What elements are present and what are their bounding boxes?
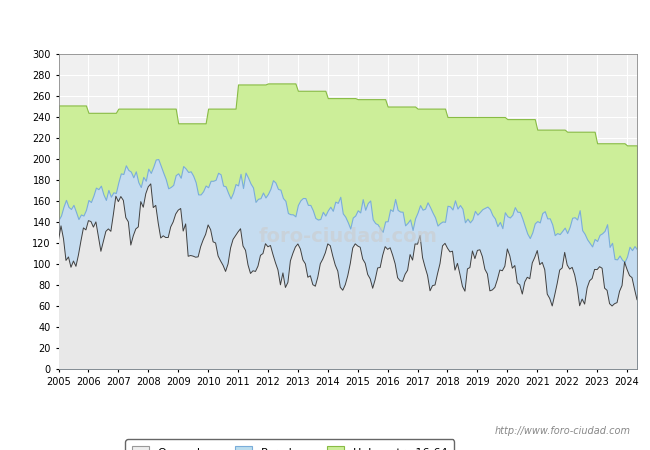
Text: Navalvillar de Ibor - Evolucion de la poblacion en edad de Trabajar Mayo de 2024: Navalvillar de Ibor - Evolucion de la po… — [85, 17, 565, 30]
Legend: Ocupados, Parados, Hab. entre 16-64: Ocupados, Parados, Hab. entre 16-64 — [125, 440, 454, 450]
Text: http://www.foro-ciudad.com: http://www.foro-ciudad.com — [495, 427, 630, 436]
Text: foro-ciudad.com: foro-ciudad.com — [258, 227, 437, 246]
